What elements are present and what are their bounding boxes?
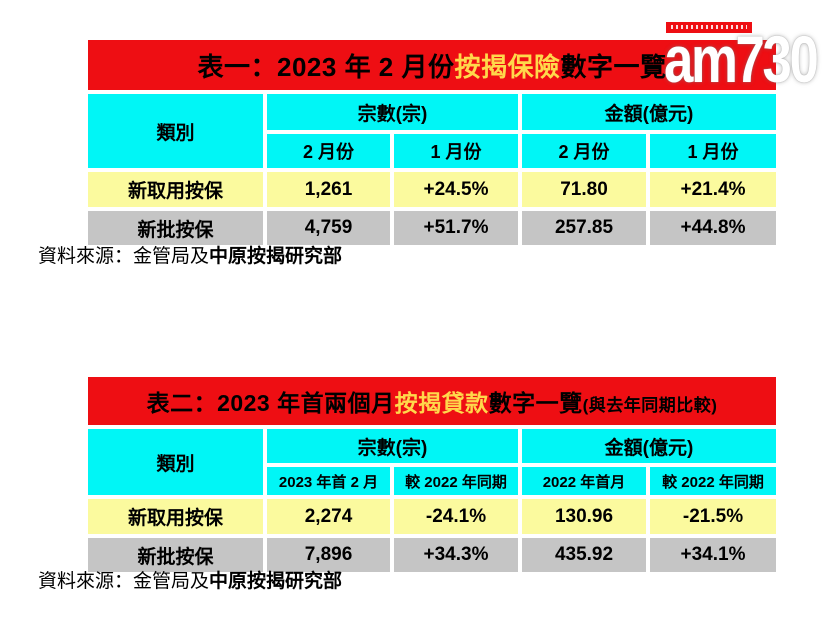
table-2-title-row: 表二：2023 年首兩個月按揭貸款數字一覽(與去年同期比較)	[88, 377, 777, 425]
source-text-bold: 中原按揭研究部	[209, 571, 343, 592]
table-1-title-row: 表一：2023 年 2 月份按揭保險數字一覽	[88, 40, 777, 90]
row-label: 新批按保	[88, 211, 263, 245]
header-amount-group: 金額(億元)	[522, 429, 777, 463]
subheader-amount-current: 2 月份	[522, 134, 646, 168]
cell-count-change: +51.7%	[394, 211, 518, 245]
subheader-count-current: 2 月份	[267, 134, 390, 168]
header-category: 類別	[88, 94, 263, 168]
table-2-mortgage-loans: 表二：2023 年首兩個月按揭貸款數字一覽(與去年同期比較) 類別 宗數(宗) …	[84, 373, 780, 576]
cell-amount-change: +34.1%	[650, 538, 777, 572]
subheader-amount-yoy: 較 2022 年同期	[650, 467, 777, 495]
title-prefix: 表一：2023 年 2 月份	[197, 51, 455, 82]
title-prefix: 表二：2023 年首兩個月	[146, 390, 395, 416]
title-suffix: 數字一覽	[488, 390, 583, 416]
cell-count: 1,261	[267, 172, 390, 207]
table-1-source: 資料來源：金管局及中原按揭研究部	[38, 241, 342, 268]
cell-amount-change: +44.8%	[650, 211, 777, 245]
table-1-title: 表一：2023 年 2 月份按揭保險數字一覽	[88, 40, 777, 90]
table-1-group-header-row: 類別 宗數(宗) 金額(億元)	[88, 94, 777, 168]
header-count-group: 宗數(宗)	[267, 94, 518, 130]
table-1-subheader-row: 2 月份 1 月份 2 月份 1 月份	[88, 134, 777, 168]
row-label: 新取用按保	[88, 499, 263, 534]
cell-amount: 71.80	[522, 172, 646, 207]
cell-count-change: -24.1%	[394, 499, 518, 534]
cell-amount-change: -21.5%	[650, 499, 777, 534]
table-1-mortgage-insurance: 表一：2023 年 2 月份按揭保險數字一覽 類別 宗數(宗) 金額(億元) 2…	[84, 36, 780, 249]
source-text: 資料來源：金管局及	[38, 571, 210, 592]
am730-logo: am730	[658, 16, 834, 96]
source-text: 資料來源：金管局及	[38, 246, 210, 267]
cell-count: 2,274	[267, 499, 390, 534]
cell-amount: 130.96	[522, 499, 646, 534]
table-2-source: 資料來源：金管局及中原按揭研究部	[38, 566, 342, 593]
am730-logo-text: am730	[664, 22, 819, 96]
row-label: 新取用按保	[88, 172, 263, 207]
title-highlight: 按揭保險	[454, 51, 561, 82]
header-count-group: 宗數(宗)	[267, 429, 518, 463]
cell-count-change: +24.5%	[394, 172, 518, 207]
row-label: 新批按保	[88, 538, 263, 572]
subheader-count-yoy: 較 2022 年同期	[394, 467, 518, 495]
table-2-group-header-row: 類別 宗數(宗) 金額(億元)	[88, 429, 777, 495]
logo-tagline-strip	[666, 22, 752, 33]
cell-count-change: +34.3%	[394, 538, 518, 572]
cell-count: 4,759	[267, 211, 390, 245]
table-row: 新批按保 7,896 +34.3% 435.92 +34.1%	[88, 538, 777, 572]
header-amount-group: 金額(億元)	[522, 94, 777, 130]
source-text-bold: 中原按揭研究部	[209, 246, 343, 267]
table-2-subheader-row: 2023 年首 2 月 較 2022 年同期 2022 年首月 較 2022 年…	[88, 467, 777, 495]
cell-amount-change: +21.4%	[650, 172, 777, 207]
title-suffix: 數字一覽	[560, 51, 667, 82]
table-row: 新批按保 4,759 +51.7% 257.85 +44.8%	[88, 211, 777, 245]
cell-amount: 435.92	[522, 538, 646, 572]
table-row: 新取用按保 1,261 +24.5% 71.80 +21.4%	[88, 172, 777, 207]
subheader-count-previous: 1 月份	[394, 134, 518, 168]
subheader-count-current: 2023 年首 2 月	[267, 467, 390, 495]
cell-amount: 257.85	[522, 211, 646, 245]
cell-count: 7,896	[267, 538, 390, 572]
subheader-amount-current: 2022 年首月	[522, 467, 646, 495]
subheader-amount-previous: 1 月份	[650, 134, 777, 168]
header-category: 類別	[88, 429, 263, 495]
table-row: 新取用按保 2,274 -24.1% 130.96 -21.5%	[88, 499, 777, 534]
table-2-title: 表二：2023 年首兩個月按揭貸款數字一覽(與去年同期比較)	[88, 377, 777, 425]
title-highlight: 按揭貸款	[394, 390, 489, 416]
title-note: (與去年同期比較)	[582, 396, 718, 415]
